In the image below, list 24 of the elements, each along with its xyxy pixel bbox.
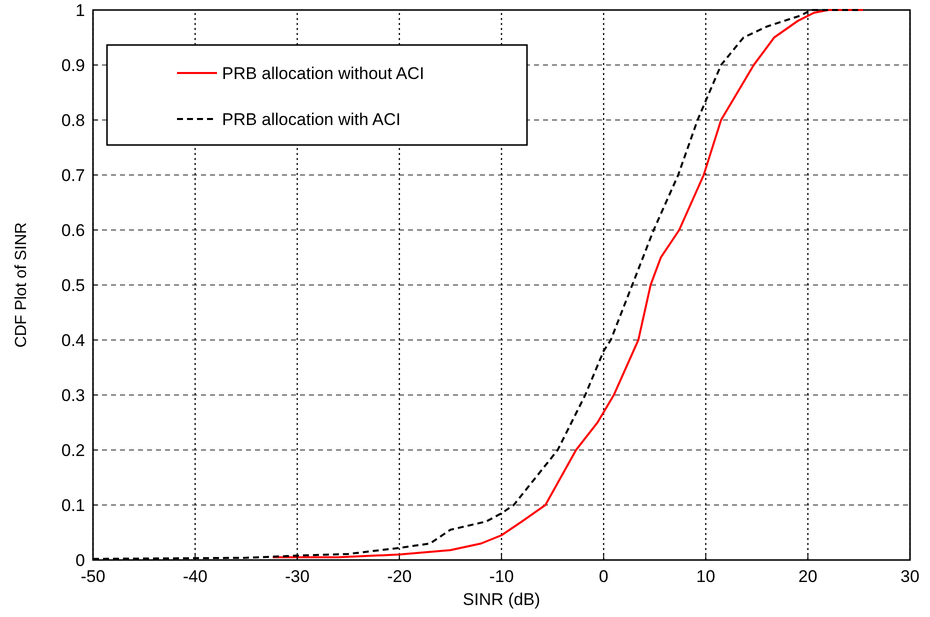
legend-label: PRB allocation with ACI bbox=[222, 110, 401, 129]
y-tick-label: 0 bbox=[76, 551, 85, 570]
y-tick-label: 0.2 bbox=[61, 441, 85, 460]
y-tick-label: 0.5 bbox=[61, 276, 85, 295]
y-tick-label: 0.7 bbox=[61, 166, 85, 185]
y-tick-label: 0.6 bbox=[61, 221, 85, 240]
x-tick-label: 20 bbox=[798, 567, 818, 586]
x-tick-label: -10 bbox=[489, 567, 514, 586]
y-tick-label: 1 bbox=[76, 1, 85, 20]
y-tick-label: 0.4 bbox=[61, 331, 85, 350]
x-tick-label: -30 bbox=[284, 567, 310, 586]
x-tick-label: -20 bbox=[387, 567, 412, 586]
x-tick-label: 0 bbox=[598, 567, 608, 586]
x-tick-label: 30 bbox=[900, 567, 920, 586]
legend-label: PRB allocation without ACI bbox=[222, 64, 424, 83]
y-tick-label: 0.8 bbox=[61, 111, 85, 130]
x-tick-label: 10 bbox=[696, 567, 716, 586]
y-axis-title: CDF Plot of SINR bbox=[13, 222, 30, 348]
y-tick-label: 0.3 bbox=[61, 386, 85, 405]
x-axis-title: SINR (dB) bbox=[462, 590, 540, 609]
x-tick-label: -50 bbox=[80, 567, 106, 586]
y-tick-label: 0.9 bbox=[61, 56, 85, 75]
x-tick-label: -40 bbox=[182, 567, 208, 586]
y-tick-label: 0.1 bbox=[61, 496, 85, 515]
